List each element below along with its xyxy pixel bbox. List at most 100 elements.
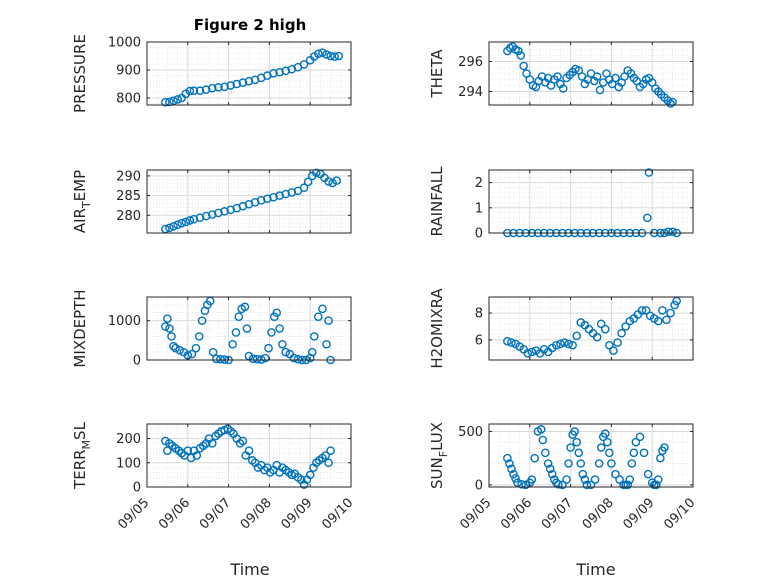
- data-point: [207, 210, 217, 219]
- data-point: [231, 328, 241, 337]
- data-point: [666, 308, 675, 318]
- axes-box: [146, 423, 352, 488]
- data-point: [269, 69, 278, 78]
- panel-terr-msl: 0 100 200 09/05 09/06 09/07 09/08 09/09 09/10 TER…: [71, 421, 356, 532]
- data-point: [269, 192, 278, 202]
- data-point: [326, 51, 335, 61]
- data-point: [212, 354, 221, 364]
- data-point: [169, 96, 178, 106]
- y-tick-label: 0: [475, 227, 483, 242]
- axes-box: [488, 41, 694, 106]
- data-point: [322, 50, 331, 59]
- y-axis-label: MIXDEPTH: [71, 289, 89, 367]
- data-point: [505, 459, 514, 468]
- y-tick-label: 1000: [108, 314, 141, 329]
- y-tick-label: 0: [133, 481, 141, 496]
- series-sun-flux: [503, 425, 669, 490]
- data-point: [572, 437, 582, 447]
- data-point: [303, 177, 313, 187]
- data-point: [509, 469, 518, 479]
- y-tick-label: 800: [116, 92, 141, 107]
- y-axis-label: AIRTEMP: [71, 170, 93, 233]
- data-point: [169, 341, 178, 351]
- axes-box: [146, 296, 352, 361]
- data-point: [519, 61, 528, 71]
- data-point: [169, 222, 178, 231]
- data-point: [201, 85, 211, 94]
- data-point: [627, 459, 637, 468]
- data-point: [220, 207, 229, 216]
- x-axis-label-right: Time: [575, 560, 615, 579]
- data-point: [307, 347, 317, 357]
- data-point: [605, 340, 614, 350]
- data-point: [201, 211, 211, 221]
- data-point: [621, 322, 630, 331]
- data-point: [592, 72, 602, 81]
- data-point: [660, 443, 669, 452]
- x-axis-label-left: Time: [229, 560, 269, 579]
- y-tick-label: 1: [475, 201, 483, 216]
- data-point: [570, 427, 579, 436]
- data-point: [654, 475, 663, 484]
- panel-air-temp: 280 285 290 AIRTEMP: [71, 168, 352, 234]
- x-tick-label: 09/08: [238, 495, 275, 532]
- data-point: [541, 448, 550, 458]
- data-point: [175, 345, 184, 355]
- data-point: [267, 328, 276, 337]
- data-point: [216, 354, 225, 364]
- data-point: [332, 176, 342, 185]
- data-point: [514, 46, 523, 56]
- data-point: [195, 86, 205, 96]
- data-point: [244, 446, 254, 455]
- data-point: [309, 332, 319, 341]
- x-tick-label: 09/10: [661, 495, 698, 532]
- data-point: [208, 347, 218, 357]
- data-point: [263, 194, 272, 204]
- data-point: [609, 346, 618, 355]
- y-tick-label: 500: [458, 425, 483, 440]
- axes-box: [488, 296, 694, 361]
- data-point: [228, 339, 237, 349]
- data-point: [658, 306, 667, 315]
- axes-box: [488, 169, 694, 234]
- data-point: [516, 51, 526, 60]
- data-point: [566, 443, 575, 452]
- data-point: [318, 48, 327, 57]
- data-point: [578, 469, 588, 479]
- data-point: [289, 353, 299, 363]
- x-tick-label: 09/07: [539, 495, 576, 532]
- data-point: [611, 73, 620, 83]
- data-point: [643, 213, 652, 223]
- data-point: [321, 451, 331, 460]
- axes-box: [146, 169, 352, 234]
- data-point: [161, 322, 170, 331]
- data-point: [207, 83, 217, 93]
- y-axis-label: THETA: [428, 49, 446, 99]
- data-point: [580, 475, 590, 484]
- data-point: [600, 429, 610, 438]
- y-tick-label: 280: [116, 209, 141, 224]
- data-point: [503, 336, 512, 346]
- data-point: [639, 448, 649, 458]
- data-point: [324, 316, 333, 325]
- data-point: [654, 316, 663, 326]
- data-point: [662, 315, 671, 325]
- data-point: [523, 348, 533, 358]
- series-pressure: [161, 48, 344, 107]
- data-point: [586, 480, 596, 490]
- data-point: [167, 332, 176, 341]
- data-point: [530, 453, 539, 463]
- data-point: [617, 328, 626, 338]
- data-point: [195, 213, 205, 222]
- data-point: [615, 475, 624, 484]
- data-point: [552, 340, 561, 350]
- y-tick-label: 200: [116, 432, 141, 447]
- data-point: [165, 324, 174, 333]
- data-point: [574, 448, 584, 458]
- data-point: [553, 72, 562, 81]
- data-point: [592, 332, 602, 342]
- data-point: [275, 67, 284, 77]
- data-point: [163, 314, 172, 323]
- data-point: [281, 347, 291, 357]
